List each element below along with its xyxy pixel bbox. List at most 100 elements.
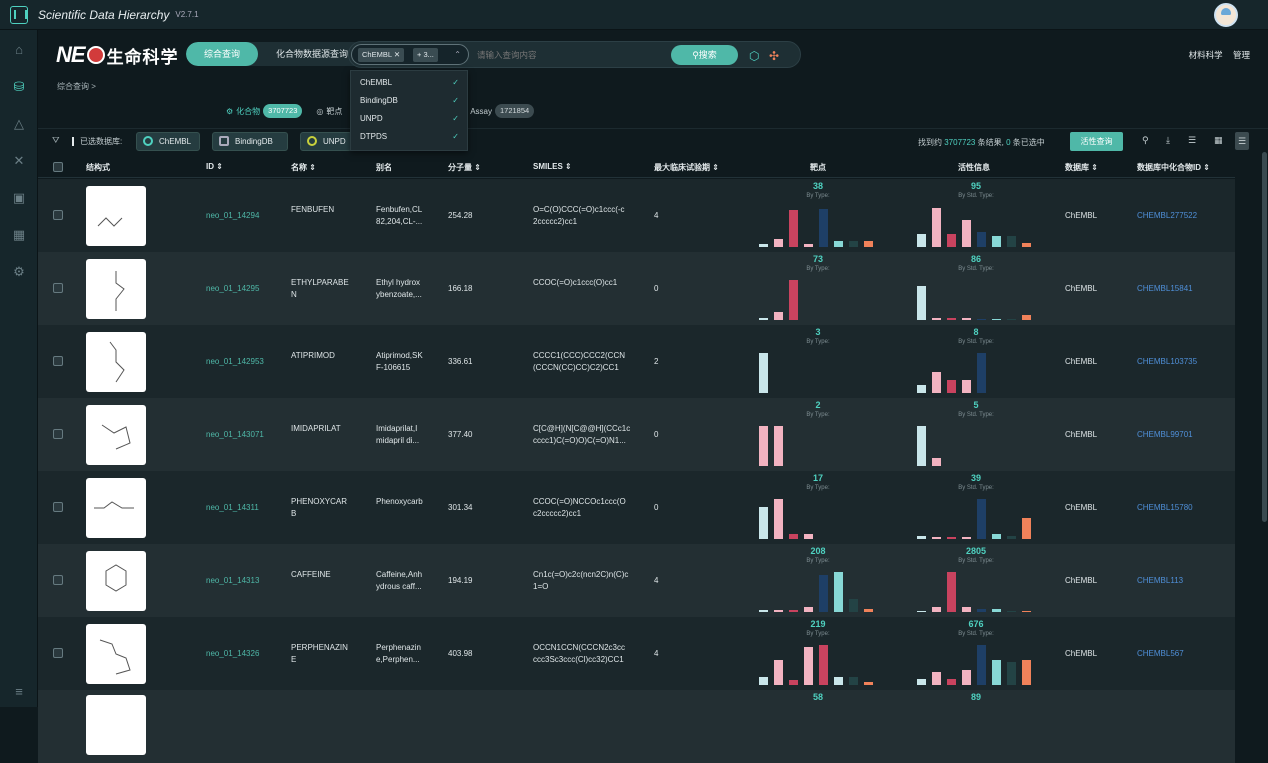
row-checkbox[interactable] — [53, 429, 63, 439]
tab-compound-source-query[interactable]: 化合物数据源查询 — [276, 49, 349, 59]
activity-mini-chart[interactable]: 676 By Std. Type: — [911, 619, 1041, 685]
scrollbar[interactable] — [1262, 152, 1267, 522]
col-database[interactable]: 数据库 ⇕ — [1065, 163, 1098, 172]
compound-id-link[interactable]: neo_01_14311 — [206, 503, 259, 512]
compound-id-link[interactable]: neo_01_143071 — [206, 430, 264, 439]
activity-bar[interactable] — [992, 319, 1001, 320]
user-avatar[interactable] — [1214, 3, 1238, 27]
compound-id-link[interactable]: neo_01_14295 — [206, 284, 260, 293]
dropdown-option-chembl[interactable]: ChEMBL ✓ — [351, 74, 467, 92]
col-db-compound-id[interactable]: 数据库中化合物ID ⇕ — [1137, 163, 1210, 172]
row-checkbox[interactable] — [53, 648, 63, 658]
activity-bar[interactable] — [917, 385, 926, 393]
db-tag-bindingdb[interactable]: BindingDB — [212, 132, 288, 151]
target-bar[interactable] — [804, 647, 813, 685]
activity-bar[interactable] — [1022, 315, 1031, 320]
dropdown-option-dtpds[interactable]: DTPDS ✓ — [351, 128, 467, 146]
db-compound-id-link[interactable]: CHEMBL99701 — [1137, 430, 1193, 439]
link-materials-science[interactable]: 材料科学 — [1188, 50, 1223, 60]
activity-bar[interactable] — [917, 611, 926, 612]
activity-bar[interactable] — [947, 572, 956, 612]
target-mini-chart[interactable]: 3 By Type: — [753, 327, 883, 393]
activity-bar[interactable] — [1007, 611, 1016, 612]
activity-bar[interactable] — [962, 318, 971, 320]
target-bar[interactable] — [864, 682, 873, 685]
activity-mini-chart[interactable]: 86 By Std. Type: — [911, 254, 1041, 320]
activity-bar[interactable] — [932, 458, 941, 466]
activity-mini-chart[interactable]: 2805 By Std. Type: — [911, 546, 1041, 612]
activity-bar[interactable] — [947, 380, 956, 393]
grid-icon[interactable]: ▦ — [12, 227, 26, 242]
activity-bar[interactable] — [962, 670, 971, 685]
tab-compounds[interactable]: ⚙ 化合物 3707723 — [226, 104, 303, 118]
table-row[interactable]: neo_01_143071 IMIDAPRILAT Imidaprilat,I mi… — [38, 398, 1235, 471]
triangle-nodes-icon[interactable]: △ — [14, 116, 24, 131]
grid-view-icon[interactable]: ▦ — [1214, 135, 1223, 145]
structure-thumbnail[interactable] — [86, 186, 146, 246]
target-bar[interactable] — [774, 499, 783, 539]
download-icon[interactable]: ⤓ — [1166, 135, 1170, 145]
col-max-phase[interactable]: 最大临床试验期 ⇕ — [654, 163, 719, 172]
target-bar[interactable] — [759, 244, 768, 247]
structure-thumbnail[interactable] — [86, 332, 146, 392]
target-bar[interactable] — [804, 534, 813, 539]
activity-bar[interactable] — [932, 318, 941, 320]
database-select[interactable]: ChEMBL ✕ + 3... ⌃ — [351, 44, 469, 65]
target-bar[interactable] — [789, 210, 798, 247]
target-bar[interactable] — [849, 241, 858, 247]
search-icon[interactable]: ⚲ — [1142, 135, 1149, 145]
table-row[interactable]: neo_01_14311 PHENOXYCAR B Phenoxycarb 301.3… — [38, 471, 1235, 544]
target-bar[interactable] — [834, 572, 843, 612]
activity-bar[interactable] — [992, 236, 1001, 247]
activity-mini-chart[interactable]: 39 By Std. Type: — [911, 473, 1041, 539]
db-tag-chembl[interactable]: ChEMBL — [136, 132, 200, 151]
activity-bar[interactable] — [1022, 611, 1031, 612]
tab-targets[interactable]: ◎ 靶点 — [316, 106, 343, 116]
activity-bar[interactable] — [1022, 660, 1031, 685]
target-bar[interactable] — [759, 353, 768, 393]
target-bar[interactable] — [864, 241, 873, 247]
col-mw[interactable]: 分子量 ⇕ — [448, 163, 481, 172]
activity-bar[interactable] — [977, 319, 986, 320]
table-row[interactable]: neo_01_142953 ATIPRIMOD Atiprimod,SK F-106… — [38, 325, 1235, 398]
dna-icon[interactable]: ✕ — [13, 153, 25, 168]
target-bar[interactable] — [789, 680, 798, 685]
target-bar[interactable] — [759, 318, 768, 320]
target-mini-chart[interactable]: 17 By Type: — [753, 473, 883, 539]
target-bar[interactable] — [759, 677, 768, 685]
activity-bar[interactable] — [1007, 536, 1016, 539]
table-row[interactable]: neo_01_14295 ETHYLPARABE N Ethyl hydrox yb… — [38, 252, 1235, 325]
dropdown-option-unpd[interactable]: UNPD ✓ — [351, 110, 467, 128]
activity-bar[interactable] — [917, 286, 926, 320]
structure-thumbnail[interactable] — [86, 478, 146, 538]
activity-bar[interactable] — [977, 499, 986, 539]
target-bar[interactable] — [804, 607, 813, 612]
db-tag-unpd[interactable]: UNPD — [300, 132, 352, 151]
activity-bar[interactable] — [1007, 319, 1016, 320]
activity-bar[interactable] — [947, 537, 956, 539]
activity-bar[interactable] — [932, 607, 941, 612]
structure-thumbnail[interactable] — [86, 259, 146, 319]
target-bar[interactable] — [789, 534, 798, 539]
activity-bar[interactable] — [977, 232, 986, 247]
target-bar[interactable] — [759, 610, 768, 612]
chart-icon[interactable]: ▣ — [12, 190, 26, 205]
target-bar[interactable] — [774, 239, 783, 247]
activity-bar[interactable] — [962, 380, 971, 393]
db-compound-id-link[interactable]: CHEMBL15841 — [1137, 284, 1193, 293]
activity-bar[interactable] — [917, 679, 926, 685]
activity-bar[interactable] — [992, 534, 1001, 539]
activity-mini-chart[interactable]: 89 — [911, 692, 1041, 758]
select-all-checkbox[interactable] — [53, 162, 63, 172]
table-row[interactable]: 58 89 — [38, 690, 1235, 763]
activity-bar[interactable] — [1022, 243, 1031, 247]
target-bar[interactable] — [819, 645, 828, 685]
db-compound-id-link[interactable]: CHEMBL15780 — [1137, 503, 1193, 512]
target-mini-chart[interactable]: 2 By Type: — [753, 400, 883, 466]
target-mini-chart[interactable]: 219 By Type: — [753, 619, 883, 685]
activity-bar[interactable] — [932, 372, 941, 393]
activity-bar[interactable] — [962, 220, 971, 247]
structure-thumbnail[interactable] — [86, 624, 146, 684]
compound-id-link[interactable]: neo_01_14294 — [206, 211, 260, 220]
target-bar[interactable] — [819, 209, 828, 247]
